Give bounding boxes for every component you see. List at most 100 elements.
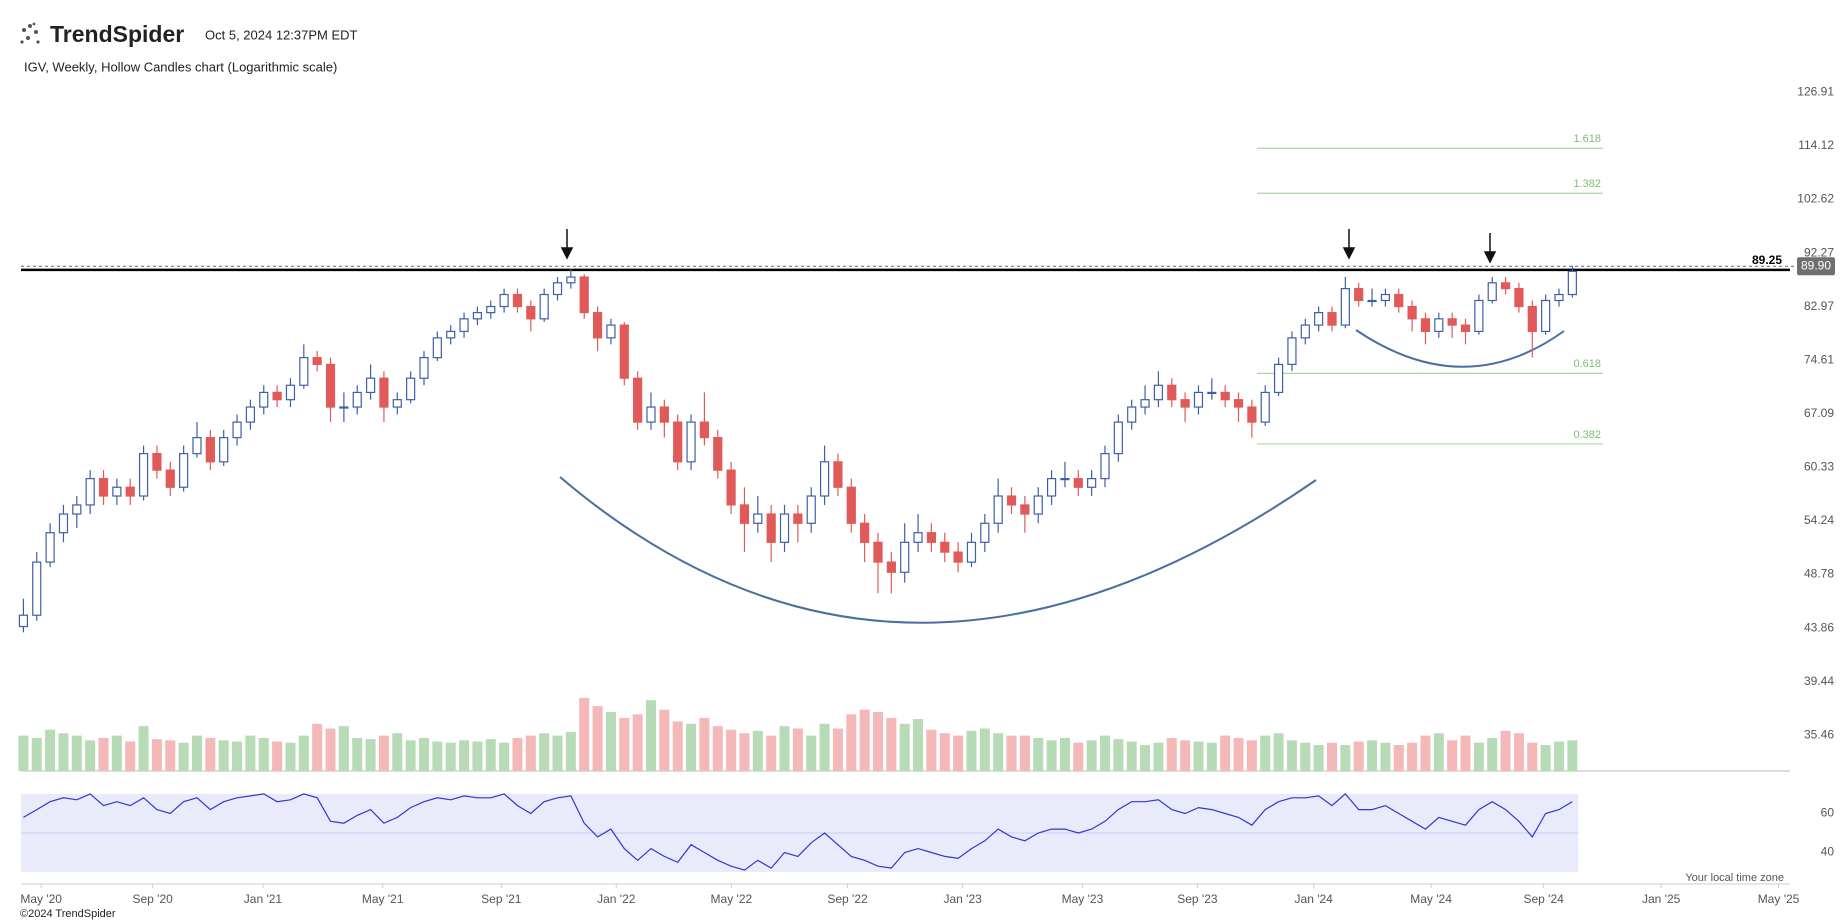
candle-body (1474, 299, 1484, 333)
candle-body (1407, 305, 1417, 320)
candle-body (45, 532, 55, 563)
volume-bar (712, 726, 723, 771)
volume-bar (1433, 733, 1444, 771)
last-price-label: 89.90 (1801, 258, 1831, 272)
volume-bar (98, 737, 109, 771)
volume-bar (418, 737, 429, 771)
volume-bar (18, 735, 29, 771)
volume-bar (819, 723, 830, 771)
candle-body (1300, 324, 1310, 339)
candle-body (526, 305, 536, 320)
volume-bar (445, 742, 456, 771)
volume-bar (1286, 740, 1297, 771)
candle-body (312, 357, 322, 366)
copyright: ©2024 TrendSpider (20, 908, 116, 920)
volume-bar (1500, 730, 1511, 771)
candle-body (860, 522, 870, 543)
volume-bar (739, 733, 750, 771)
x-tick-label: May '21 (362, 892, 404, 906)
y-tick-label: 48.78 (1804, 567, 1834, 581)
candle-body (819, 461, 830, 497)
x-tick-label: May '24 (1410, 892, 1452, 906)
x-tick-label: Jan '23 (943, 892, 982, 906)
candle-body (1167, 384, 1177, 401)
candle-body (1140, 399, 1150, 408)
candle-body (753, 513, 763, 524)
candle-body (1087, 478, 1097, 488)
volume-bar (151, 739, 162, 771)
candle-body (1354, 288, 1364, 302)
volume-bar (859, 709, 870, 771)
candle-body (352, 391, 362, 408)
candle-body (1113, 421, 1123, 455)
chart-subtitle: IGV, Weekly, Hollow Candles chart (Logar… (24, 59, 337, 74)
volume-bar (1326, 742, 1337, 771)
candle-body (18, 614, 29, 628)
volume-bar (218, 740, 229, 771)
rsi-tick-label: 60 (1821, 806, 1835, 820)
volume-bar (832, 728, 843, 771)
volume-bar (512, 737, 523, 771)
candle-body (1287, 337, 1297, 366)
candle-body (913, 532, 923, 543)
candle-body (125, 486, 135, 497)
candle-body (85, 478, 95, 506)
candle-body (953, 551, 963, 563)
volume-bar (806, 735, 817, 771)
candle-body (179, 453, 189, 488)
volume-bar (205, 737, 216, 771)
volume-bar (365, 739, 376, 771)
candle-body (606, 324, 616, 339)
volume-bar (1166, 737, 1177, 771)
candle-body (1193, 391, 1204, 408)
volume-bar (1220, 735, 1231, 771)
volume-bar (1206, 742, 1217, 771)
volume-bar (779, 726, 790, 771)
volume-bar (886, 717, 897, 771)
x-tick-label: Jan '25 (1642, 892, 1681, 906)
y-tick-label: 54.24 (1804, 513, 1834, 527)
volume-bar (1140, 745, 1151, 771)
volume-bar (913, 719, 924, 771)
volume-bar (1193, 741, 1204, 771)
volume-bar (111, 735, 122, 771)
candle-body (339, 406, 349, 409)
candle-body (552, 282, 563, 296)
candle-body (980, 522, 990, 543)
candle-body (646, 406, 656, 423)
volume-bar (312, 723, 323, 771)
background-layer (18, 147, 1790, 873)
x-tick-label: Jan '24 (1295, 892, 1334, 906)
volume-bar (525, 735, 536, 771)
volume-bar (1513, 733, 1524, 771)
candle-body (1554, 293, 1564, 302)
candle-body (726, 469, 736, 506)
fib-label: 1.618 (1573, 133, 1601, 145)
volume-bar (258, 737, 269, 771)
candle-body (299, 357, 309, 386)
rsi-tick-label: 40 (1821, 845, 1835, 859)
candle-body (512, 293, 523, 308)
volume-bar (45, 729, 56, 771)
candle-body (1046, 478, 1057, 497)
candle-body (245, 406, 256, 423)
rsi-line (23, 793, 1573, 871)
volume-bar (432, 741, 443, 771)
candle-body (686, 421, 696, 463)
candle-body (1020, 504, 1030, 515)
arrows (560, 229, 1497, 264)
y-tick-label: 35.46 (1804, 728, 1834, 742)
volume-bar (939, 733, 950, 771)
volume-bar (699, 717, 710, 771)
volume-bar (979, 728, 990, 771)
candle-body (1006, 495, 1017, 506)
candle-body (993, 495, 1003, 524)
volume-bar (1059, 737, 1070, 771)
volume-bar (1367, 740, 1378, 771)
volume-bar (1273, 733, 1284, 771)
y-tick-label: 114.12 (1798, 138, 1834, 152)
x-tick-label: Sep '20 (132, 892, 173, 906)
volume-bar (138, 726, 149, 771)
candle-body (1247, 406, 1257, 423)
candle-body (806, 495, 816, 524)
